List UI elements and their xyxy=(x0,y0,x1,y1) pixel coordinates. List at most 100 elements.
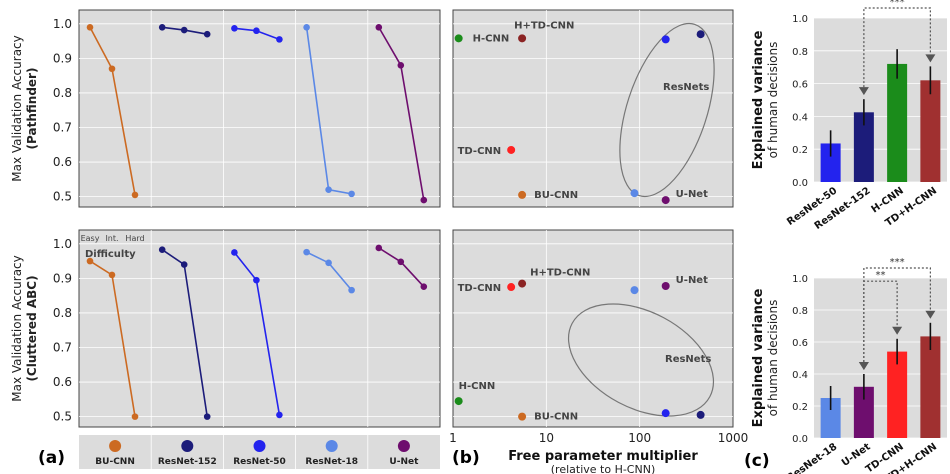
data-point-ResNet-18 xyxy=(630,286,639,295)
y-tick-label: 0.9 xyxy=(53,51,72,65)
plot-background xyxy=(452,229,734,428)
y-axis-label: Explained variance xyxy=(751,288,766,427)
data-point-ResNet-50 xyxy=(231,25,238,32)
panel-label-c: (c) xyxy=(744,451,770,471)
data-point-ResNet-18 xyxy=(325,186,332,194)
y-tick-label: 0.4 xyxy=(792,370,808,381)
data-point-ResNet-50 xyxy=(661,35,670,44)
y-tick-label: 0.6 xyxy=(53,375,72,389)
difficulty-label: Difficulty xyxy=(85,249,136,260)
y-axis-label: Explained variance xyxy=(751,30,766,169)
data-point-U-Net xyxy=(420,196,428,204)
data-point-TD-CNN xyxy=(507,283,516,292)
data-point-ResNet-50 xyxy=(276,36,283,43)
accuracy-chart-1: 0.5 0.6 0.7 0.8 0.9 1.0 Max Validation Accurac… xyxy=(10,229,441,428)
data-point-ResNet-18 xyxy=(630,189,639,198)
bar-ResNet-152 xyxy=(853,112,874,182)
data-point-U-Net xyxy=(397,61,405,69)
point-label: TD-CNN xyxy=(458,283,502,294)
y-tick-label: 0.5 xyxy=(53,190,72,204)
significance-arrow xyxy=(858,362,869,370)
y-tick-label: 1.0 xyxy=(53,237,72,251)
point-label: BU-CNN xyxy=(534,190,578,201)
point-label: H-CNN xyxy=(473,33,510,44)
significance-bracket xyxy=(863,267,931,362)
y-axis-label-dataset: (Cluttered ABC) xyxy=(25,275,39,381)
legend-label: ResNet-152 xyxy=(158,457,217,467)
data-point-BU-CNN xyxy=(518,412,527,421)
plot-background xyxy=(78,9,441,208)
data-point-ResNet-152 xyxy=(696,410,705,419)
y-tick-label: 0.9 xyxy=(53,271,72,285)
data-point-H+TD-CNN xyxy=(518,34,527,43)
y-axis-label: Max Validation Accuracy xyxy=(10,35,24,181)
legend: BU-CNN ResNet-152 ResNet-50 ResNet-18 U-Net xyxy=(79,435,440,469)
data-point-ResNet-152 xyxy=(158,246,166,253)
y-tick-label: 1.0 xyxy=(792,274,808,285)
difficulty-tick-label: Hard xyxy=(125,234,144,243)
legend-label: ResNet-18 xyxy=(305,457,358,467)
data-point-H-CNN xyxy=(454,397,463,406)
panel-label-b: (b) xyxy=(452,448,480,468)
point-label: H+TD-CNN xyxy=(530,268,590,279)
accuracy-chart-0: 0.5 0.6 0.7 0.8 0.9 1.0 Max Validation Accurac… xyxy=(10,9,441,208)
y-tick-label: 0.6 xyxy=(53,155,72,169)
y-tick-label: 0.8 xyxy=(792,306,808,317)
y-tick-label: 0.6 xyxy=(792,338,808,349)
significance-arrow xyxy=(925,54,936,63)
data-point-BU-CNN xyxy=(131,413,139,420)
difficulty-tick-label: Easy xyxy=(81,234,100,243)
data-point-TD-CNN xyxy=(507,145,516,154)
point-label: U-Net xyxy=(676,275,708,286)
y-axis-label-dataset: (Pathfinder) xyxy=(25,68,39,150)
data-point-ResNet-18 xyxy=(303,23,310,31)
data-point-H+TD-CNN xyxy=(518,279,527,288)
significance-label: ** xyxy=(876,270,886,281)
point-label: U-Net xyxy=(676,189,708,200)
bar-ResNet-18 xyxy=(820,398,841,438)
data-point-BU-CNN xyxy=(108,65,116,73)
significance-bracket xyxy=(863,7,931,88)
data-point-ResNet-18 xyxy=(303,248,310,256)
data-point-ResNet-152 xyxy=(180,26,188,34)
point-label: TD-CNN xyxy=(458,146,502,157)
significance-arrow xyxy=(858,87,869,96)
data-point-BU-CNN xyxy=(86,257,94,265)
legend-label: ResNet-50 xyxy=(233,457,286,467)
resnets-ellipse xyxy=(567,303,715,417)
plot-background xyxy=(452,9,734,208)
data-point-ResNet-18 xyxy=(348,286,355,294)
bar-H-CNN xyxy=(887,63,908,182)
x-axis-label: Free parameter multiplier xyxy=(508,449,698,464)
bar-TD+H-CNN xyxy=(920,336,941,438)
x-tick-label: 1 xyxy=(449,431,457,445)
scatter-chart-2: ResNets H-CNN H+TD-CNN TD-CNN BU-CNN U-Net xyxy=(452,9,734,208)
point-label: H-CNN xyxy=(459,381,496,392)
y-tick-label: 0.0 xyxy=(792,434,808,445)
bar-chart-4: 0.0 0.2 0.4 0.6 0.8 1.0 Explained variance of h… xyxy=(751,0,947,232)
bar-TD+H-CNN xyxy=(920,80,941,182)
y-tick-label: 0.2 xyxy=(792,402,808,413)
data-point-ResNet-18 xyxy=(348,190,355,198)
legend-label: U-Net xyxy=(389,457,419,467)
data-point-BU-CNN xyxy=(108,271,116,279)
bar-U-Net xyxy=(853,386,874,438)
point-label: H+TD-CNN xyxy=(514,20,574,31)
significance-label: *** xyxy=(890,0,905,8)
data-point-ResNet-50 xyxy=(661,409,670,418)
data-point-ResNet-50 xyxy=(253,276,260,284)
significance-arrow xyxy=(925,310,936,319)
data-point-ResNet-152 xyxy=(158,23,166,31)
significance-arrow xyxy=(892,326,903,335)
data-point-ResNet-50 xyxy=(276,411,283,419)
data-point-U-Net xyxy=(375,244,383,252)
y-tick-label: 1.0 xyxy=(53,17,72,31)
x-axis-sublabel: (relative to H-CNN) xyxy=(551,463,656,474)
y-tick-label: 0.0 xyxy=(792,178,808,189)
data-point-U-Net xyxy=(397,258,405,266)
bar-ResNet-50 xyxy=(820,143,841,182)
y-tick-label: 0.7 xyxy=(53,121,72,135)
x-tick-label: 100 xyxy=(628,431,651,445)
